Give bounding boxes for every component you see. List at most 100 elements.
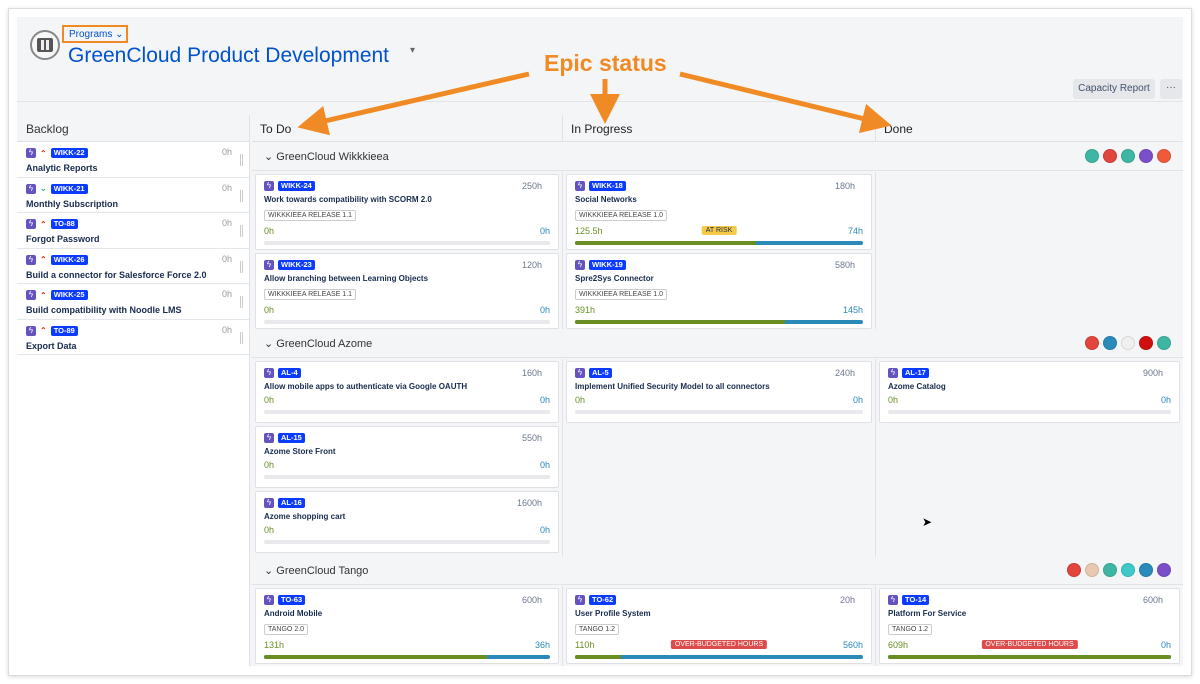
estimate-hours: 250h [521, 181, 542, 191]
avatar[interactable] [1085, 149, 1099, 163]
issue-key[interactable]: TO-14 [902, 595, 930, 605]
item-title: Forgot Password [26, 234, 100, 244]
issue-key[interactable]: WIKK-22 [50, 148, 88, 158]
avatar[interactable] [1121, 149, 1135, 163]
priority-highest-icon: ⌃ [40, 148, 47, 158]
backlog-item[interactable]: ϟ ⌃ TO-88 0h Forgot Password [17, 213, 249, 249]
backlog-item[interactable]: ϟ ⌃ WIKK-25 0h Build compatibility with … [17, 284, 249, 320]
epic-icon: ϟ [264, 181, 274, 191]
avatar[interactable] [1121, 336, 1135, 350]
backlog-item[interactable]: ϟ ⌃ WIKK-26 0h Build a connector for Sal… [17, 249, 249, 284]
epic-title: Social Networks [575, 195, 637, 204]
issue-key[interactable]: TO-88 [50, 219, 78, 229]
programs-dropdown[interactable]: Programs ⌄ [62, 25, 128, 43]
drag-handle-icon[interactable] [240, 225, 243, 237]
epic-card[interactable]: ϟ AL-17 900h Azome Catalog 0h 0h [879, 361, 1180, 423]
issue-key[interactable]: WIKK-19 [589, 260, 626, 270]
epic-card[interactable]: ϟ AL-5 240h Implement Unified Security Mo… [566, 361, 872, 423]
title-dropdown-icon[interactable]: ▾ [410, 45, 416, 56]
avatar[interactable] [1085, 563, 1099, 577]
issue-key[interactable]: WIKK-23 [278, 260, 315, 270]
issue-key[interactable]: WIKK-25 [50, 290, 88, 300]
backlog-item[interactable]: ϟ ⌃ TO-89 0h Export Data [17, 320, 249, 355]
issue-key[interactable]: TO-63 [278, 595, 306, 605]
item-title: Build a connector for Salesforce Force 2… [26, 269, 207, 280]
issue-key[interactable]: AL-17 [902, 368, 929, 378]
epic-title: Azome shopping cart [264, 512, 346, 521]
estimate-hours: 180h [834, 181, 855, 191]
epic-group-header[interactable]: ⌄ GreenCloud Tango [252, 557, 1183, 585]
spent-hours: 110h [575, 640, 595, 650]
epic-card[interactable]: ϟ WIKK-19 580h Spre2Sys Connector WIKKKIE… [566, 253, 872, 329]
progress-bar [264, 540, 550, 544]
epic-icon: ϟ [26, 183, 36, 194]
avatar[interactable] [1157, 149, 1171, 163]
epic-card[interactable]: ϟ WIKK-18 180h Social Networks WIKKKIEEA … [566, 174, 872, 250]
column-header-to-do: To Do [252, 115, 563, 142]
progress-bar [888, 410, 1171, 414]
remaining-hours: 0h [539, 226, 550, 236]
progress-bar [264, 655, 550, 659]
epic-title: Platform For Service [888, 609, 967, 618]
drag-handle-icon[interactable] [240, 260, 243, 273]
avatar[interactable] [1067, 563, 1081, 577]
epic-card[interactable]: ϟ WIKK-24 250h Work towards compatibility… [255, 174, 559, 250]
estimate-hours: 1600h [516, 498, 542, 508]
epic-title: Azome Store Front [264, 447, 336, 456]
spent-hours: 125.5h [575, 226, 603, 236]
backlog-panel: Backlog ϟ ⌃ WIKK-22 0h Analytic Reports … [17, 115, 250, 666]
issue-key[interactable]: WIKK-24 [278, 181, 315, 191]
issue-key[interactable]: WIKK-18 [589, 181, 626, 191]
more-options-button[interactable]: ··· [1160, 79, 1182, 99]
estimate-hours: 20h [839, 595, 855, 605]
epic-card[interactable]: ϟ AL-4 160h Allow mobile apps to authenti… [255, 361, 559, 423]
epic-card[interactable]: ϟ TO-62 20h User Profile System TANGO 1.2… [566, 588, 872, 664]
issue-key[interactable]: WIKK-26 [50, 254, 88, 265]
drag-handle-icon[interactable] [240, 331, 243, 344]
capacity-report-button[interactable]: Capacity Report [1073, 79, 1155, 99]
issue-key[interactable]: AL-4 [278, 368, 301, 378]
avatar[interactable] [1139, 336, 1153, 350]
arrow-to-do [297, 71, 530, 136]
drag-handle-icon[interactable] [240, 154, 243, 166]
progress-bar [575, 241, 863, 245]
issue-key[interactable]: AL-15 [278, 433, 305, 443]
avatar[interactable] [1103, 563, 1117, 577]
issue-key[interactable]: TO-89 [50, 325, 78, 336]
avatar[interactable] [1157, 336, 1171, 350]
avatar[interactable] [1139, 563, 1153, 577]
epic-title: Work towards compatibility with SCORM 2.… [264, 195, 432, 204]
remaining-hours: 0h [1160, 395, 1171, 405]
epic-card[interactable]: ϟ AL-15 550h Azome Store Front 0h 0h [255, 426, 559, 488]
estimate-hours: 160h [521, 368, 542, 378]
drag-handle-icon[interactable] [240, 189, 243, 202]
avatar[interactable] [1121, 563, 1135, 577]
epic-column-cell: ϟ TO-62 20h User Profile System TANGO 1.2… [563, 586, 876, 666]
issue-key[interactable]: AL-16 [278, 498, 305, 508]
avatar[interactable] [1103, 149, 1117, 163]
epic-icon: ϟ [264, 433, 274, 443]
issue-key[interactable]: TO-62 [589, 595, 617, 605]
release-tag: WIKKKIEEA RELEASE 1.1 [264, 210, 357, 221]
drag-handle-icon[interactable] [240, 296, 243, 308]
avatar[interactable] [1103, 336, 1117, 350]
backlog-item[interactable]: ϟ ⌄ WIKK-21 0h Monthly Subscription [17, 178, 249, 213]
issue-key[interactable]: WIKK-21 [50, 183, 88, 194]
epic-title: Allow mobile apps to authenticate via Go… [264, 382, 468, 391]
chevron-down-icon: ⌄ [264, 151, 277, 163]
avatar[interactable] [1157, 563, 1171, 577]
progress-bar [888, 655, 1171, 659]
epic-card[interactable]: ϟ AL-16 1600h Azome shopping cart 0h 0h [255, 491, 559, 553]
avatar[interactable] [1085, 336, 1099, 350]
release-tag: TANGO 2.0 [264, 624, 309, 635]
epic-card[interactable]: ϟ TO-63 600h Android Mobile TANGO 2.0 131… [255, 588, 559, 664]
epic-group-header[interactable]: ⌄ GreenCloud Wikkkieea [252, 143, 1183, 171]
epic-card[interactable]: ϟ WIKK-23 120h Allow branching between Le… [255, 253, 559, 329]
avatar[interactable] [1139, 149, 1153, 163]
backlog-item[interactable]: ϟ ⌃ WIKK-22 0h Analytic Reports [17, 142, 249, 178]
epic-card[interactable]: ϟ TO-14 600h Platform For Service TANGO 1… [879, 588, 1180, 664]
epic-group-header[interactable]: ⌄ GreenCloud Azome [252, 330, 1183, 358]
remaining-hours: 36h [534, 640, 550, 650]
issue-key[interactable]: AL-5 [589, 368, 612, 378]
epic-icon: ϟ [575, 595, 585, 605]
